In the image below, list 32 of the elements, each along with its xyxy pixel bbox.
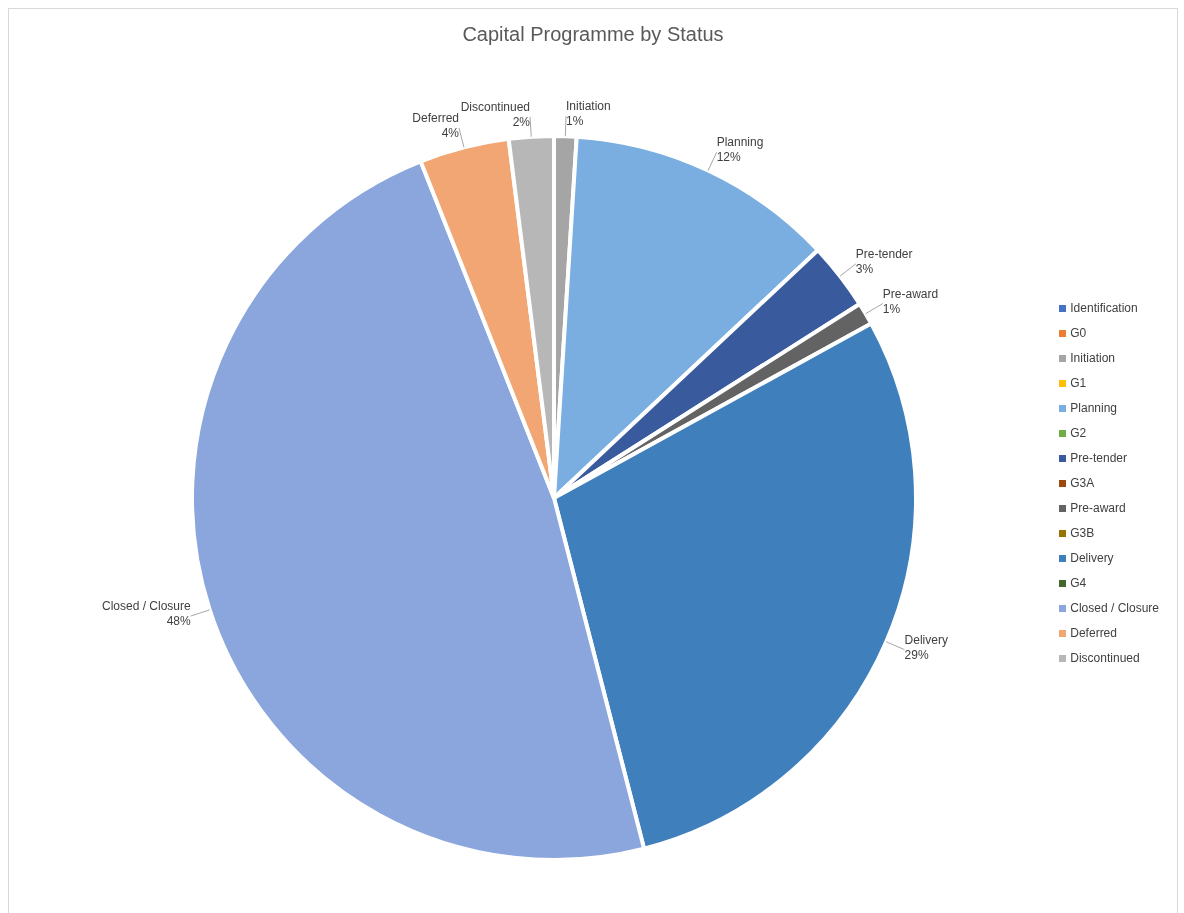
slice-label: Pre-award [882, 286, 939, 301]
data-label: 48% [166, 614, 192, 629]
legend-label: G3A [1070, 475, 1095, 490]
legend-label: G2 [1070, 425, 1087, 440]
slice-label: Pre-tender [855, 246, 913, 261]
legend-label: G0 [1070, 325, 1087, 340]
legend-label: G4 [1070, 575, 1087, 590]
legend-label: Discontinued [1070, 650, 1140, 665]
data-label: 1% [566, 114, 584, 129]
slice-label: Planning [716, 135, 764, 150]
slice-label: Discontinued [460, 99, 531, 114]
legend-label: Planning [1070, 400, 1117, 415]
slice-label: Delivery [904, 632, 948, 647]
legend-label: Pre-tender [1070, 450, 1127, 465]
data-label: 4% [441, 126, 460, 140]
slice-label: Initiation [566, 99, 611, 114]
legend-label: Closed / Closure [1070, 600, 1159, 615]
data-label: 12% [716, 150, 741, 165]
slice-label: Closed / Closure [101, 599, 192, 614]
data-label: 29% [904, 647, 929, 662]
legend-label: G1 [1070, 375, 1087, 390]
legend-label: Pre-award [1070, 500, 1126, 515]
data-label: 1% [882, 301, 901, 316]
legend-label: Deferred [1070, 625, 1117, 640]
chart-title: Capital Programme by Status [461, 22, 725, 47]
legend-label: Identification [1070, 300, 1138, 315]
legend-label: Initiation [1070, 350, 1115, 365]
legend-label: G3B [1070, 525, 1095, 540]
data-label: 2% [512, 114, 531, 129]
slice-label: Deferred [412, 111, 459, 125]
data-label: 3% [855, 261, 874, 276]
legend-label: Delivery [1070, 550, 1114, 565]
